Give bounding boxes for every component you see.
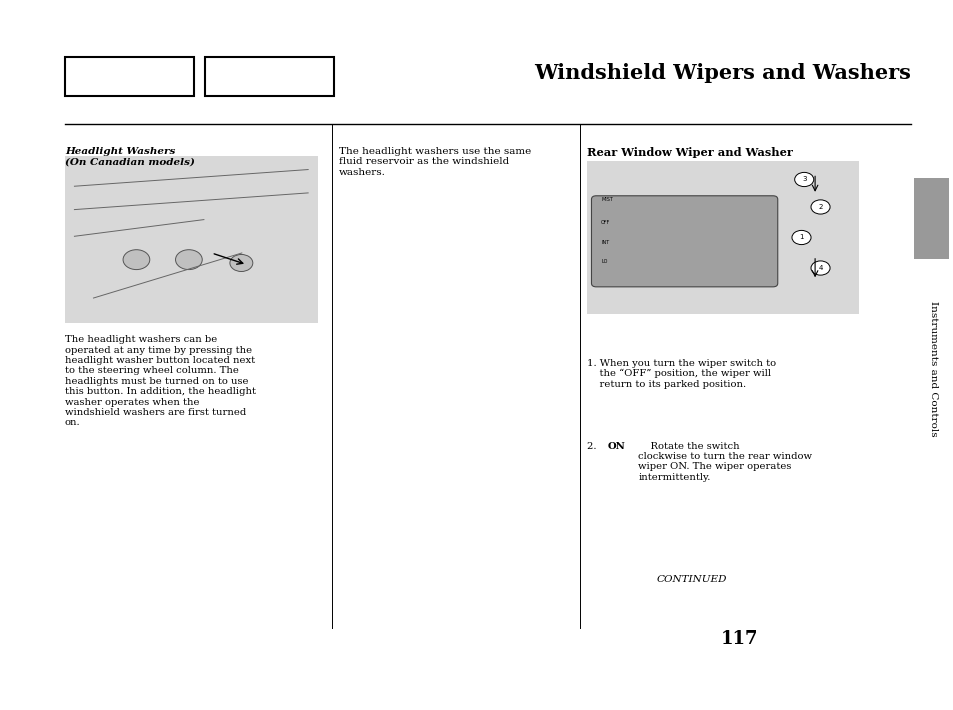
Text: CONTINUED: CONTINUED bbox=[656, 574, 726, 584]
Text: INT: INT bbox=[600, 239, 609, 244]
Text: 117: 117 bbox=[720, 630, 758, 648]
Circle shape bbox=[791, 230, 810, 244]
Text: 2: 2 bbox=[818, 204, 821, 210]
Text: Instruments and Controls: Instruments and Controls bbox=[927, 301, 937, 437]
Text: LO: LO bbox=[600, 259, 607, 264]
Circle shape bbox=[810, 200, 829, 214]
Circle shape bbox=[175, 250, 202, 270]
Text: 4: 4 bbox=[818, 265, 821, 271]
Circle shape bbox=[810, 261, 829, 275]
Text: 2.: 2. bbox=[586, 442, 598, 451]
Bar bbox=[65, 156, 317, 323]
Circle shape bbox=[230, 254, 253, 271]
Text: 1. When you turn the wiper switch to
    the “OFF” position, the wiper will
    : 1. When you turn the wiper switch to the… bbox=[586, 359, 775, 389]
Text: Rear Window Wiper and Washer: Rear Window Wiper and Washer bbox=[586, 147, 792, 158]
Text: The headlight washers use the same
fluid reservoir as the windshield
washers.: The headlight washers use the same fluid… bbox=[338, 147, 531, 177]
Circle shape bbox=[123, 250, 150, 270]
Bar bbox=[65, 57, 193, 96]
Text: ON: ON bbox=[607, 442, 625, 451]
Bar bbox=[913, 178, 948, 259]
Bar bbox=[586, 161, 858, 314]
Text: 1: 1 bbox=[799, 234, 803, 241]
Text: 3: 3 bbox=[801, 177, 805, 182]
FancyBboxPatch shape bbox=[591, 196, 777, 287]
Circle shape bbox=[794, 173, 813, 187]
Text: Windshield Wipers and Washers: Windshield Wipers and Washers bbox=[534, 63, 910, 83]
Text: OFF: OFF bbox=[600, 219, 610, 225]
Text: Headlight Washers
(On Canadian models): Headlight Washers (On Canadian models) bbox=[65, 147, 194, 166]
Text: The headlight washers can be
operated at any time by pressing the
headlight wash: The headlight washers can be operated at… bbox=[65, 335, 255, 427]
Text: Rotate the switch
clockwise to turn the rear window
wiper ON. The wiper operates: Rotate the switch clockwise to turn the … bbox=[638, 442, 811, 482]
Text: MIST: MIST bbox=[600, 197, 612, 202]
Bar bbox=[205, 57, 334, 96]
